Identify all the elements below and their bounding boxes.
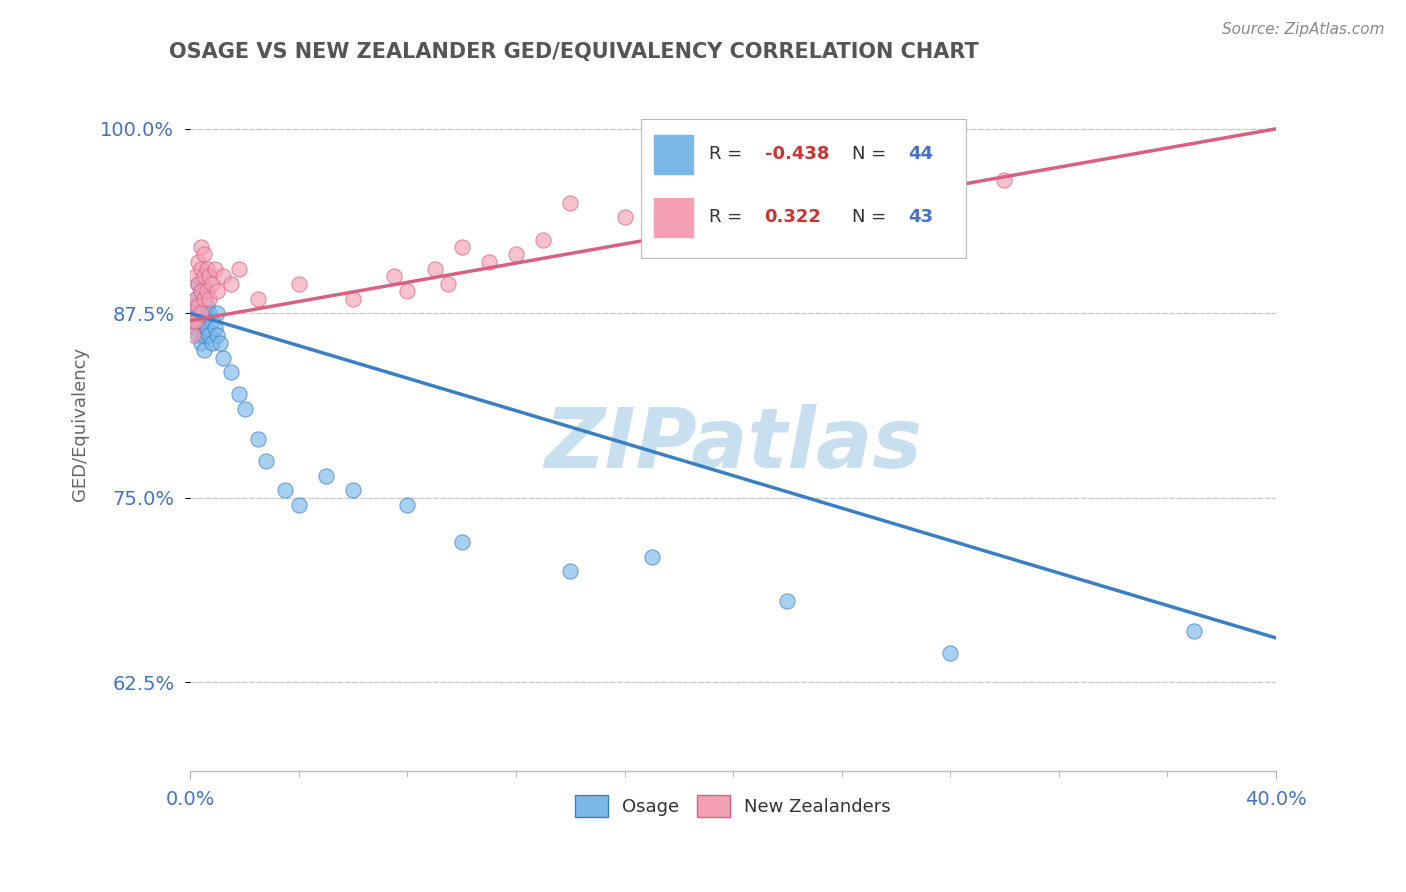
Point [184,313,207,327]
Point [228,387,250,401]
Point [190,284,212,298]
Point [195,321,218,335]
Point [187,328,209,343]
Point [219,277,242,291]
Point [187,277,209,291]
Point [993,173,1015,187]
Point [198,292,221,306]
Point [396,284,419,298]
Point [288,277,311,291]
Point [187,277,209,291]
Point [184,299,207,313]
Point [193,284,215,298]
Point [450,240,472,254]
Point [190,335,212,350]
Point [640,549,662,564]
Point [190,262,212,277]
Point [181,306,204,320]
Point [212,269,235,284]
Point [1182,624,1205,638]
Point [187,306,209,320]
Point [190,306,212,320]
Text: Source: ZipAtlas.com: Source: ZipAtlas.com [1222,22,1385,37]
Point [382,269,405,284]
Point [193,292,215,306]
Point [195,299,218,313]
Point [288,498,311,512]
Point [187,254,209,268]
Point [776,594,799,608]
Point [531,233,554,247]
Point [274,483,297,498]
Point [207,328,229,343]
Point [858,166,880,180]
Point [342,483,364,498]
Point [207,284,229,298]
Point [233,402,256,417]
Point [181,299,204,313]
Point [184,292,207,306]
Y-axis label: GED/Equivalency: GED/Equivalency [72,347,89,501]
Text: OSAGE VS NEW ZEALANDER GED/EQUIVALENCY CORRELATION CHART: OSAGE VS NEW ZEALANDER GED/EQUIVALENCY C… [169,42,979,62]
Point [193,269,215,284]
Point [193,343,215,358]
Point [181,313,204,327]
Point [478,254,501,268]
Point [193,306,215,320]
Point [560,195,582,210]
Point [396,498,419,512]
Point [204,321,226,335]
Point [668,188,690,202]
Legend: Osage, New Zealanders: Osage, New Zealanders [568,788,898,824]
Point [228,262,250,277]
Point [198,328,221,343]
Point [190,240,212,254]
Point [181,328,204,343]
Point [190,313,212,327]
Point [437,277,460,291]
Point [201,335,224,350]
Point [181,313,204,327]
Point [450,535,472,549]
Point [342,292,364,306]
Point [254,454,277,468]
Point [939,646,962,660]
Point [749,181,772,195]
Point [613,211,636,225]
Point [195,262,218,277]
Point [201,277,224,291]
Point [209,335,232,350]
Point [198,269,221,284]
Point [193,247,215,261]
Point [190,284,212,298]
Point [560,565,582,579]
Point [219,365,242,379]
Point [193,313,215,327]
Point [198,306,221,320]
Point [184,292,207,306]
Point [505,247,527,261]
Point [207,306,229,320]
Point [212,351,235,365]
Point [423,262,446,277]
Point [184,321,207,335]
Text: ZIPatlas: ZIPatlas [544,404,922,485]
Point [184,269,207,284]
Point [247,292,270,306]
Point [193,328,215,343]
Point [315,468,337,483]
Point [201,313,224,327]
Point [247,432,270,446]
Point [204,262,226,277]
Point [195,284,218,298]
Point [190,306,212,320]
Point [187,299,209,313]
